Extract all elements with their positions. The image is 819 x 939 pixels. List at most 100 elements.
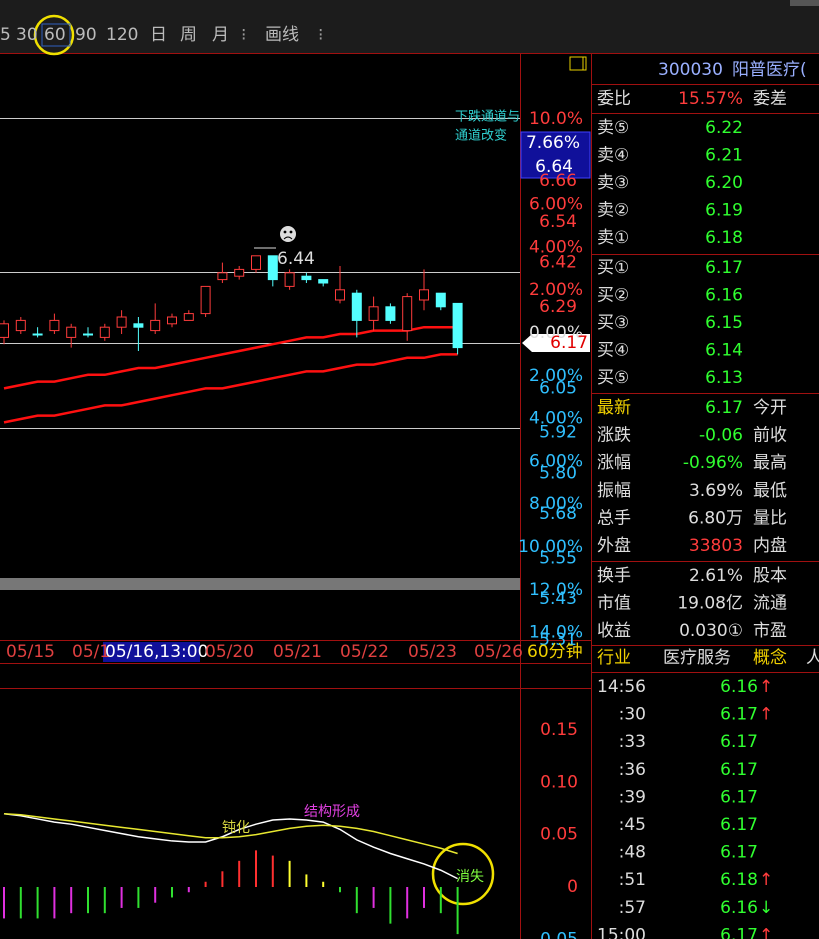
macd-tick-label: 0 [567, 877, 578, 897]
book-price: 6.17 [705, 258, 743, 278]
period-button[interactable]: 60 [44, 25, 66, 45]
period-button[interactable]: 日 [150, 25, 167, 45]
pct-tick-label: 14.0% [529, 623, 583, 643]
period-button[interactable]: 月 [212, 25, 229, 45]
macd-annotation: 消失 [456, 869, 484, 885]
candle-body [217, 272, 228, 281]
macd-tick-label: 0.05 [540, 825, 578, 845]
book-label: 买④ [597, 341, 629, 361]
window-button [790, 0, 819, 6]
macd-tick-label: 0.10 [540, 772, 578, 792]
book-label: 卖① [597, 228, 629, 248]
annotation: 通道改变 [455, 128, 507, 144]
candle-body [335, 289, 345, 301]
icon-mouth [283, 236, 293, 240]
date-label: 05/20 [205, 642, 254, 662]
trade-price: 6.17 [720, 925, 758, 939]
stat-value: 3.69% [689, 481, 743, 501]
candle-body [267, 255, 278, 281]
trade-direction: ↑ [759, 925, 773, 939]
macd-annotation: 钝化 [222, 820, 250, 836]
period-button[interactable]: 30 [16, 25, 38, 45]
trade-direction: ↑ [759, 677, 773, 697]
period-button[interactable]: 周 [180, 25, 197, 45]
moving-average [3, 353, 458, 424]
period-button[interactable]: 120 [106, 25, 138, 45]
price-tick-label: 5.80 [539, 463, 577, 483]
stock-code: 300030 [658, 60, 723, 80]
book-label: 买③ [597, 313, 629, 333]
stat-label: 市值 [597, 594, 631, 614]
stat-label: 量比 [753, 508, 787, 528]
book-price: 6.20 [705, 173, 743, 193]
candle-body [99, 326, 110, 338]
stat-label: 振幅 [597, 481, 631, 501]
stat-label: 外盘 [597, 536, 631, 556]
stat-label: 涨跌 [597, 426, 631, 446]
stat-value: 6.17 [705, 398, 743, 418]
period-label: 60分钟 [527, 642, 583, 662]
separator: ⁝ [318, 25, 323, 45]
book-price: 6.15 [705, 313, 743, 333]
macd-tick-label: 0.05 [540, 929, 578, 939]
last-price: 6.17 [550, 333, 588, 353]
highlight-circle [431, 842, 495, 906]
candle-body [368, 306, 379, 321]
period-button[interactable]: 90 [75, 25, 97, 45]
stat-value: 0.030① [679, 621, 743, 641]
trade-time: :57 [619, 898, 646, 918]
stat-value: 2.61% [689, 566, 743, 586]
draw-tool[interactable]: 画线 [265, 25, 299, 45]
trade-time: :39 [619, 787, 646, 807]
price-tick-label: 6.29 [539, 297, 577, 317]
trade-time: 15:00 [597, 925, 646, 939]
ratio-value: 15.57% [678, 89, 743, 109]
concept-label[interactable]: 概念 [753, 647, 787, 668]
stat-label: 今开 [753, 398, 787, 418]
book-price: 6.18 [705, 228, 743, 248]
trade-time: 14:56 [597, 677, 646, 697]
candle-body [385, 306, 396, 321]
moving-average [3, 325, 458, 390]
pct-tick-label: 4.00% [529, 237, 583, 257]
book-label: 买② [597, 286, 629, 306]
price-tick-label: 5.31 [539, 630, 577, 650]
candle-body [15, 319, 26, 332]
scroll-bar[interactable] [0, 578, 520, 590]
icon-face [280, 226, 296, 242]
candle-body [251, 255, 261, 270]
candle-body [133, 323, 144, 328]
trade-time: :30 [619, 705, 646, 725]
book-price: 6.16 [705, 286, 743, 306]
pct-tick-label: 4.00% [529, 409, 583, 429]
stat-label: 涨幅 [597, 453, 631, 473]
pct-tick-label: 6.00% [529, 195, 583, 215]
stat-label: 市盈 [753, 621, 787, 641]
stat-label: 总手 [597, 508, 631, 528]
pct-tick-label: 6.00% [529, 451, 583, 471]
pct-tick-label: 2.00% [529, 280, 583, 300]
price-tick-label: 6.66 [539, 171, 577, 191]
book-label: 卖⑤ [597, 118, 629, 138]
panel-toggle[interactable] [569, 56, 587, 71]
trade-price: 6.17 [720, 787, 758, 807]
cursor-pct: 7.66% [526, 133, 580, 153]
pct-tick-label: 2.00% [529, 366, 583, 386]
trade-price: 6.17 [720, 705, 758, 725]
stat-value: 33803 [689, 536, 743, 556]
stat-value: -0.96% [683, 453, 743, 473]
pct-tick-label: 10.0% [529, 109, 583, 129]
stock-name: 阳普医疗( [732, 60, 807, 80]
book-price: 6.21 [705, 146, 743, 166]
date-label: 05/22 [340, 642, 389, 662]
date-label: 05/15 [6, 642, 55, 662]
period-button[interactable]: 5 [0, 25, 11, 45]
macd-annotation: 结构形成 [304, 804, 360, 820]
date-label: 05/1 [72, 642, 110, 662]
book-label: 卖④ [597, 146, 629, 166]
book-price: 6.14 [705, 341, 743, 361]
last-price-tag [522, 334, 590, 352]
